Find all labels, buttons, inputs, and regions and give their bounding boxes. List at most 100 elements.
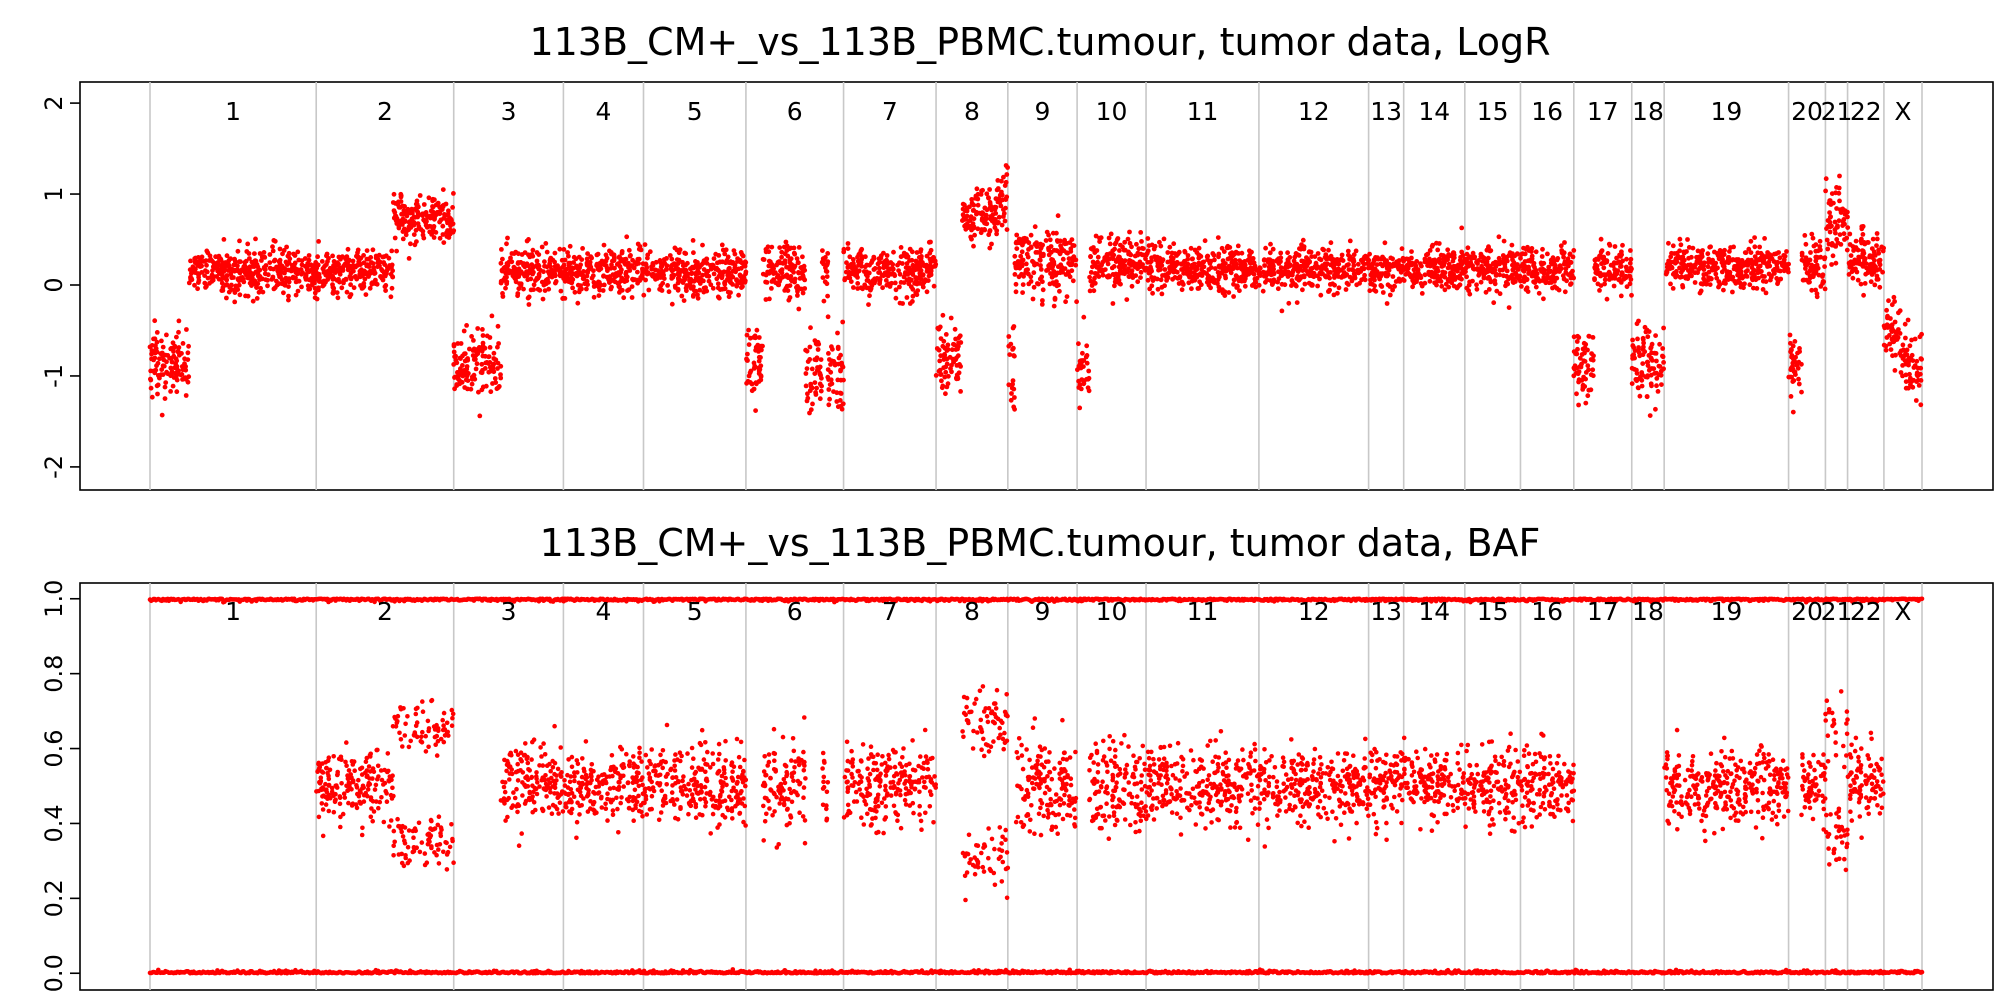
data-point bbox=[258, 285, 263, 291]
data-point bbox=[749, 381, 755, 387]
data-point bbox=[316, 239, 321, 244]
data-point bbox=[1139, 245, 1145, 251]
data-point bbox=[1326, 247, 1331, 253]
data-point bbox=[1064, 294, 1070, 299]
data-point bbox=[196, 260, 202, 266]
data-point bbox=[199, 254, 205, 260]
data-point bbox=[567, 243, 573, 249]
data-point bbox=[470, 348, 476, 353]
data-point bbox=[900, 301, 905, 306]
data-point bbox=[746, 373, 752, 379]
data-point bbox=[1480, 258, 1485, 264]
data-point bbox=[1111, 252, 1117, 258]
data-point bbox=[1215, 235, 1221, 241]
data-point bbox=[1474, 282, 1479, 288]
data-point bbox=[286, 250, 292, 256]
data-point bbox=[339, 285, 345, 291]
data-point bbox=[1814, 294, 1820, 300]
data-point bbox=[362, 271, 368, 277]
data-point bbox=[1789, 353, 1795, 358]
data-point bbox=[279, 263, 285, 269]
data-point bbox=[1674, 259, 1680, 265]
data-point bbox=[796, 306, 802, 312]
data-point bbox=[1118, 281, 1123, 287]
data-point bbox=[958, 389, 963, 394]
data-point bbox=[1020, 290, 1025, 295]
data-point bbox=[499, 268, 505, 274]
data-point bbox=[249, 271, 255, 277]
data-point bbox=[464, 364, 470, 369]
data-point bbox=[1513, 271, 1519, 277]
data-point bbox=[1278, 250, 1284, 256]
data-point bbox=[1488, 279, 1494, 285]
data-point bbox=[322, 263, 327, 269]
data-point bbox=[222, 265, 228, 271]
logr-title: 113B_CM+_vs_113B_PBMC.tumour, tumor data… bbox=[529, 20, 1550, 64]
data-point bbox=[358, 255, 364, 261]
data-point bbox=[235, 268, 241, 274]
data-point bbox=[1022, 235, 1028, 241]
data-point bbox=[1406, 262, 1411, 268]
data-point bbox=[1620, 242, 1625, 248]
data-point bbox=[1188, 269, 1194, 275]
data-point bbox=[658, 260, 664, 266]
data-point bbox=[701, 258, 707, 264]
data-point bbox=[529, 262, 535, 268]
data-point bbox=[924, 289, 930, 295]
data-point bbox=[1658, 372, 1664, 378]
data-point bbox=[1341, 270, 1347, 275]
data-point bbox=[812, 371, 818, 376]
data-point bbox=[1464, 251, 1470, 257]
data-point bbox=[619, 256, 624, 262]
data-point bbox=[880, 273, 886, 279]
data-point bbox=[1589, 351, 1594, 356]
data-point bbox=[1058, 249, 1064, 255]
data-point bbox=[487, 345, 493, 350]
data-point bbox=[490, 381, 495, 386]
data-point bbox=[1318, 292, 1324, 298]
data-point bbox=[357, 260, 362, 266]
data-point bbox=[695, 295, 701, 301]
data-point bbox=[1063, 299, 1068, 305]
data-point bbox=[1062, 240, 1067, 246]
data-point bbox=[1827, 229, 1833, 235]
data-point bbox=[1481, 273, 1487, 278]
data-point bbox=[1227, 245, 1233, 250]
data-point bbox=[880, 285, 885, 291]
data-point bbox=[913, 258, 919, 264]
data-point bbox=[1820, 274, 1825, 279]
data-point bbox=[1491, 262, 1497, 267]
data-point bbox=[152, 370, 158, 376]
data-point bbox=[1654, 370, 1659, 376]
data-point bbox=[236, 282, 242, 288]
data-point bbox=[426, 195, 432, 201]
data-point bbox=[743, 269, 749, 275]
data-point bbox=[850, 271, 855, 277]
data-point bbox=[1646, 367, 1652, 373]
data-point bbox=[151, 336, 156, 342]
data-point bbox=[1736, 258, 1742, 263]
data-point bbox=[1206, 274, 1212, 279]
data-point bbox=[1285, 250, 1290, 256]
data-point bbox=[912, 267, 917, 273]
data-point bbox=[1445, 247, 1451, 253]
data-point bbox=[1409, 249, 1414, 255]
data-point bbox=[764, 280, 770, 285]
data-point bbox=[543, 241, 549, 246]
data-point bbox=[882, 259, 888, 264]
data-point bbox=[691, 292, 696, 298]
data-point bbox=[1172, 275, 1178, 280]
data-point bbox=[1056, 282, 1061, 288]
data-point bbox=[1454, 275, 1460, 280]
data-point bbox=[1647, 413, 1653, 418]
data-point bbox=[1627, 281, 1633, 287]
data-point bbox=[343, 277, 349, 282]
data-point bbox=[383, 288, 388, 293]
data-point bbox=[265, 277, 270, 283]
data-point bbox=[600, 260, 606, 266]
data-point bbox=[357, 268, 363, 274]
data-point bbox=[159, 412, 165, 418]
data-point bbox=[192, 282, 197, 288]
data-point bbox=[1343, 287, 1349, 292]
data-point bbox=[1279, 281, 1285, 287]
